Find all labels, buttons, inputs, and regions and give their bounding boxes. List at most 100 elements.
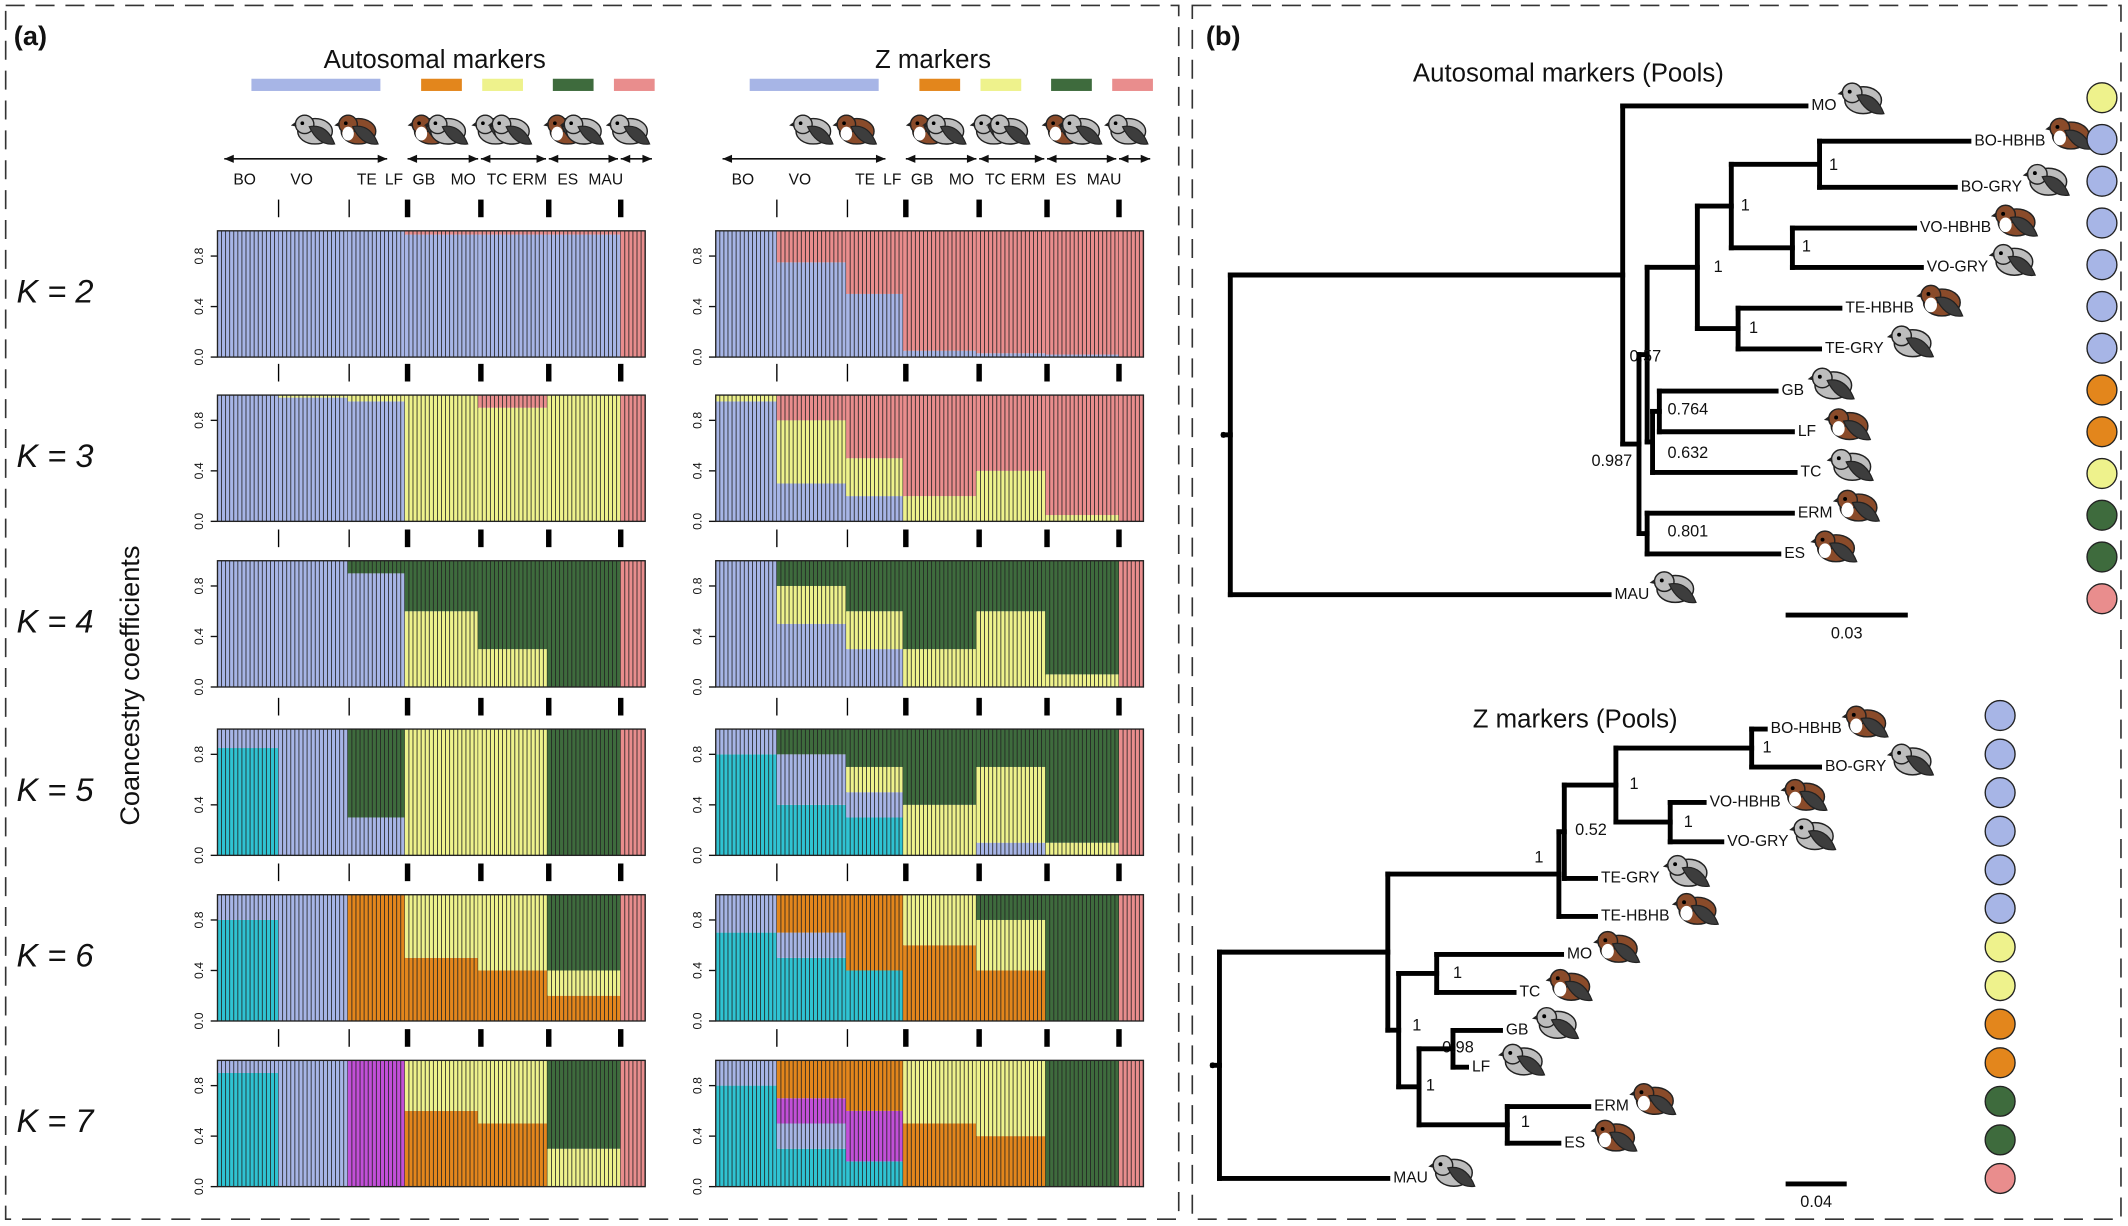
ancestry-segment bbox=[976, 353, 1046, 358]
tip-color bbox=[2086, 332, 2118, 364]
tip-color bbox=[2086, 583, 2118, 615]
ancestry-segment bbox=[976, 230, 1046, 354]
bird-icon bbox=[1807, 367, 1855, 400]
panel-a-frame bbox=[4, 4, 1180, 1221]
ancestry-segment bbox=[217, 1060, 279, 1073]
ancestry-segment bbox=[715, 894, 777, 933]
arrow-head bbox=[1140, 154, 1151, 163]
arrow-head bbox=[1106, 154, 1117, 163]
tip-label: MO bbox=[1811, 97, 1836, 114]
header-bar bbox=[482, 78, 523, 91]
tip-color bbox=[2086, 207, 2118, 239]
y-tick-label: 0.0 bbox=[690, 1178, 704, 1195]
bird-icon bbox=[1837, 82, 1885, 115]
ancestry-segment bbox=[976, 470, 1046, 522]
ancestry-segment bbox=[217, 1072, 279, 1187]
ancestry-segment bbox=[217, 230, 279, 358]
k-label: K = 2 bbox=[17, 274, 94, 310]
ancestry-segment bbox=[776, 623, 847, 687]
y-tick-label: 0.8 bbox=[192, 746, 206, 763]
tip-label: MAU bbox=[1615, 586, 1650, 603]
tip-label: BO-HBHB bbox=[1974, 132, 2045, 149]
y-tick-label: 0.0 bbox=[690, 348, 704, 365]
population-label: MAU bbox=[588, 172, 623, 189]
population-label: ERM bbox=[512, 172, 547, 189]
tip-label: TE-GRY bbox=[1601, 870, 1660, 887]
arrow-head bbox=[480, 154, 491, 163]
population-label: TC bbox=[985, 172, 1006, 189]
population-label: GB bbox=[911, 172, 934, 189]
support-value: 1 bbox=[1534, 848, 1543, 866]
ancestry-segment bbox=[976, 970, 1046, 1021]
panel-border bbox=[216, 1059, 646, 1188]
ancestry-segment bbox=[478, 894, 548, 971]
ancestry-segment bbox=[776, 729, 847, 755]
bird-icon bbox=[605, 114, 651, 145]
population-label: MO bbox=[451, 172, 476, 189]
panel-border bbox=[216, 394, 646, 523]
tip-color bbox=[1984, 1085, 2016, 1117]
ancestry-segment bbox=[776, 585, 847, 624]
y-tick-label: 0.8 bbox=[690, 911, 704, 928]
tree-title: Z markers (Pools) bbox=[1473, 706, 1678, 734]
tip-label: TC bbox=[1801, 464, 1822, 481]
support-value: 0.52 bbox=[1575, 821, 1607, 839]
y-tick-label: 0.8 bbox=[690, 1077, 704, 1094]
support-value: 0.801 bbox=[1667, 523, 1708, 541]
ancestry-segment bbox=[278, 894, 348, 1021]
ancestry-segment bbox=[478, 234, 548, 358]
bird-icon bbox=[2022, 163, 2070, 197]
arrow-head bbox=[966, 154, 977, 163]
bird-icon bbox=[1428, 1154, 1476, 1188]
panel-border bbox=[216, 894, 646, 1022]
y-axis-label: Coancestry coefficients bbox=[114, 546, 145, 826]
ancestry-segment bbox=[478, 1060, 548, 1124]
panel-label: (a) bbox=[14, 20, 47, 51]
panel-label: (b) bbox=[1206, 20, 1241, 51]
header-bar bbox=[552, 78, 594, 91]
population-label: GB bbox=[413, 172, 436, 189]
ancestry-segment bbox=[976, 1060, 1046, 1137]
scale-label: 0.04 bbox=[1800, 1193, 1832, 1211]
arrow-head bbox=[1034, 154, 1045, 163]
ancestry-segment bbox=[776, 1123, 847, 1149]
ancestry-segment bbox=[776, 420, 847, 484]
bird-icon bbox=[1789, 818, 1837, 851]
ancestry-segment bbox=[776, 957, 847, 1021]
ancestry-segment bbox=[278, 729, 348, 856]
population-label: TE bbox=[357, 172, 377, 189]
bird-icon bbox=[1886, 325, 1935, 358]
y-tick-label: 0.0 bbox=[690, 513, 704, 530]
root-dot bbox=[1209, 1062, 1216, 1069]
ancestry-segment bbox=[776, 560, 847, 586]
ancestry-segment bbox=[478, 970, 548, 1021]
ancestry-segment bbox=[278, 1060, 348, 1187]
bird-icon bbox=[832, 114, 878, 145]
ancestry-segment bbox=[776, 1098, 847, 1124]
k-label: K = 3 bbox=[17, 438, 94, 474]
support-value: 0.98 bbox=[1442, 1038, 1474, 1056]
ancestry-segment bbox=[278, 395, 348, 398]
tip-label: ES bbox=[1784, 545, 1805, 562]
y-tick-label: 0.8 bbox=[192, 412, 206, 429]
ancestry-segment bbox=[715, 754, 777, 856]
population-label: MAU bbox=[1087, 172, 1122, 189]
arrow-head bbox=[875, 154, 886, 163]
panel-border bbox=[216, 728, 646, 857]
bird-icon bbox=[1498, 1043, 1546, 1076]
tip-color bbox=[1984, 738, 2016, 770]
support-value: 1 bbox=[1684, 813, 1693, 831]
support-value: 1 bbox=[1426, 1076, 1435, 1094]
tip-color bbox=[1984, 777, 2016, 809]
header-bar bbox=[613, 78, 655, 91]
panel-border bbox=[715, 1059, 1145, 1188]
ancestry-segment bbox=[715, 230, 777, 358]
bird-icon bbox=[1671, 892, 1720, 926]
bird-icon bbox=[1629, 1082, 1677, 1116]
population-label: BO bbox=[233, 172, 256, 189]
support-value: 0.632 bbox=[1667, 444, 1708, 462]
ancestry-segment bbox=[976, 894, 1046, 920]
bird-icon bbox=[1649, 571, 1697, 604]
population-label: ES bbox=[557, 172, 578, 189]
